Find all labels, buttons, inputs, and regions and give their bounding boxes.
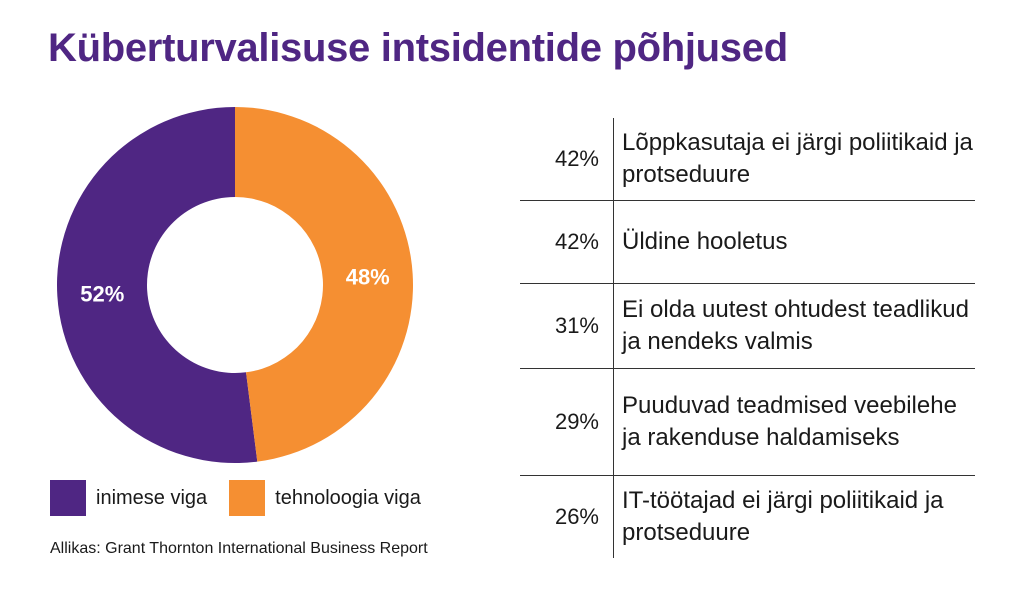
legend-label-technology-error: tehnoloogia viga [275, 486, 421, 509]
donut-slice-technology-error [235, 107, 413, 462]
donut-label-human-error: 52% [80, 281, 124, 306]
table-row: 31% Ei olda uutest ohtudest teadlikud ja… [520, 284, 975, 369]
row-percent: 42% [554, 229, 599, 254]
legend: inimese viga tehnoloogia viga [50, 480, 443, 516]
row-percent: 29% [554, 409, 599, 434]
row-label: IT-töötajad ei järgi poliitikaid ja prot… [613, 476, 975, 558]
donut-slice-human-error [57, 107, 258, 463]
source-note: Allikas: Grant Thornton International Bu… [50, 540, 428, 557]
legend-swatch-technology-error [229, 480, 266, 516]
legend-item-human-error: inimese viga [50, 480, 207, 516]
row-label: Lõppkasutaja ei järgi poliitikaid ja pro… [613, 118, 975, 200]
chart-title: Küberturvalisuse intsidentide põhjused [48, 26, 788, 70]
donut-label-technology-error: 48% [346, 265, 390, 290]
legend-swatch-human-error [50, 480, 86, 516]
row-percent: 42% [554, 146, 599, 171]
legend-item-technology-error: tehnoloogia viga [229, 480, 421, 516]
donut-chart: 52% 48% [57, 107, 413, 463]
causes-table: 42% Lõppkasutaja ei järgi poliitikaid ja… [520, 118, 975, 558]
row-percent: 31% [554, 313, 599, 338]
row-percent: 26% [554, 504, 599, 529]
table-row: 29% Puuduvad teadmised veebilehe ja rake… [520, 369, 975, 476]
row-label: Ei olda uutest ohtudest teadlikud ja nen… [613, 284, 975, 368]
row-label: Puuduvad teadmised veebilehe ja rakendus… [613, 369, 975, 475]
table-row: 42% Üldine hooletus [520, 201, 975, 284]
row-label: Üldine hooletus [613, 201, 975, 283]
table-row: 42% Lõppkasutaja ei järgi poliitikaid ja… [520, 118, 975, 201]
legend-label-human-error: inimese viga [96, 486, 208, 509]
table-row: 26% IT-töötajad ei järgi poliitikaid ja … [520, 476, 975, 558]
